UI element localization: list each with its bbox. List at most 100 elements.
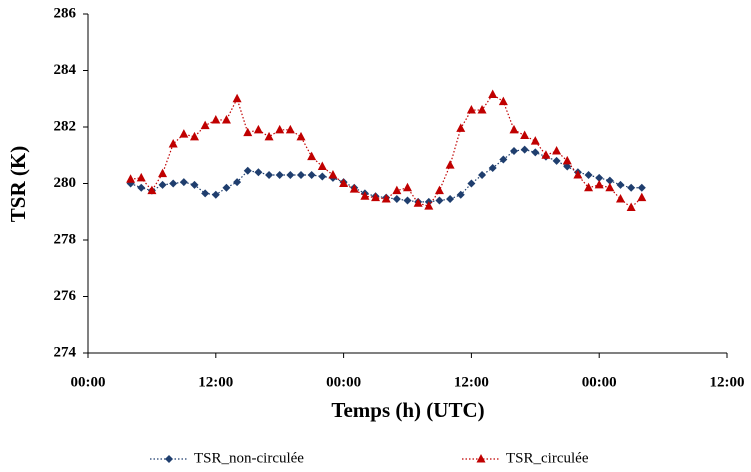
data-point: [265, 171, 274, 180]
data-point: [573, 170, 583, 179]
data-point: [520, 145, 529, 154]
data-point: [520, 130, 530, 139]
data-point: [136, 172, 146, 182]
data-point: [126, 174, 136, 183]
data-point: [456, 123, 466, 132]
data-point: [584, 182, 594, 192]
data-point: [626, 202, 636, 212]
data-point: [307, 171, 316, 180]
data-point: [637, 192, 647, 202]
data-point: [392, 195, 401, 204]
data-point: [477, 105, 487, 114]
data-point: [637, 183, 646, 192]
legend-text: TSR_non-circulée: [194, 450, 304, 466]
data-point: [381, 194, 391, 203]
y-tick-label: 284: [54, 62, 77, 78]
data-point: [466, 105, 476, 114]
data-point: [435, 196, 444, 205]
data-point: [158, 180, 167, 189]
data-point: [179, 178, 188, 187]
data-point: [403, 182, 412, 192]
data-point: [317, 161, 327, 171]
data-point: [616, 194, 625, 203]
data-point: [275, 124, 285, 134]
data-point: [616, 180, 625, 189]
data-point: [169, 179, 178, 188]
data-point: [254, 168, 263, 177]
data-point: [413, 198, 423, 207]
data-point: [201, 189, 210, 198]
data-point: [563, 162, 572, 171]
data-point: [467, 179, 476, 188]
data-point: [595, 173, 604, 182]
data-point: [510, 147, 518, 156]
data-point: [446, 195, 455, 204]
legend-text: TSR_circulée: [506, 450, 589, 466]
data-point: [594, 179, 604, 189]
x-tick-label: 12:00: [710, 374, 745, 390]
data-point: [221, 114, 231, 124]
data-point: [211, 190, 220, 199]
data-point: [531, 148, 540, 157]
data-point: [328, 170, 338, 179]
x-tick-label: 12:00: [454, 374, 489, 390]
y-tick-label: 286: [54, 5, 77, 21]
series-line: [130, 93, 643, 209]
data-point: [168, 138, 178, 148]
x-tick-label: 00:00: [582, 374, 617, 390]
data-point: [541, 150, 551, 159]
data-point: [371, 192, 381, 202]
data-point: [424, 201, 434, 210]
legend-marker: [165, 455, 173, 463]
y-tick-label: 278: [54, 231, 77, 247]
data-point: [605, 182, 615, 192]
data-point: [584, 171, 593, 180]
y-tick-label: 274: [54, 344, 77, 360]
data-point: [445, 160, 455, 169]
data-point: [232, 93, 242, 103]
y-tick-label: 280: [54, 175, 77, 191]
data-point: [222, 183, 231, 192]
data-point: [403, 196, 412, 205]
data-point: [434, 185, 444, 195]
data-point: [307, 151, 317, 161]
data-point: [200, 120, 210, 130]
data-point: [509, 124, 519, 134]
data-point: [233, 178, 242, 187]
data-point: [296, 131, 306, 141]
y-axis-title: TSR (K): [6, 146, 30, 222]
data-point: [552, 146, 562, 155]
data-point: [627, 183, 636, 192]
legend-marker: [476, 454, 486, 463]
data-point: [349, 184, 359, 193]
data-point: [147, 185, 157, 195]
data-point: [243, 127, 253, 137]
data-point: [211, 114, 221, 124]
data-point: [552, 156, 561, 165]
data-point: [488, 163, 497, 172]
data-point: [285, 124, 295, 134]
data-point: [190, 131, 199, 141]
y-tick-label: 282: [54, 118, 77, 134]
data-point: [339, 178, 349, 187]
data-point: [456, 190, 465, 199]
data-point: [286, 171, 295, 180]
data-point: [488, 89, 498, 99]
x-tick-label: 00:00: [71, 374, 106, 390]
y-tick-label: 276: [54, 288, 77, 304]
data-point: [190, 180, 199, 189]
data-point: [499, 155, 508, 164]
data-point: [530, 136, 540, 145]
data-point: [158, 168, 168, 178]
x-tick-label: 12:00: [198, 374, 233, 390]
data-point: [478, 171, 487, 180]
data-point: [253, 124, 263, 134]
data-point: [179, 129, 189, 138]
data-point: [137, 183, 146, 192]
data-point: [392, 185, 402, 195]
data-point: [605, 176, 614, 185]
data-point: [318, 172, 327, 181]
data-point: [297, 171, 305, 180]
data-point: [360, 191, 370, 200]
